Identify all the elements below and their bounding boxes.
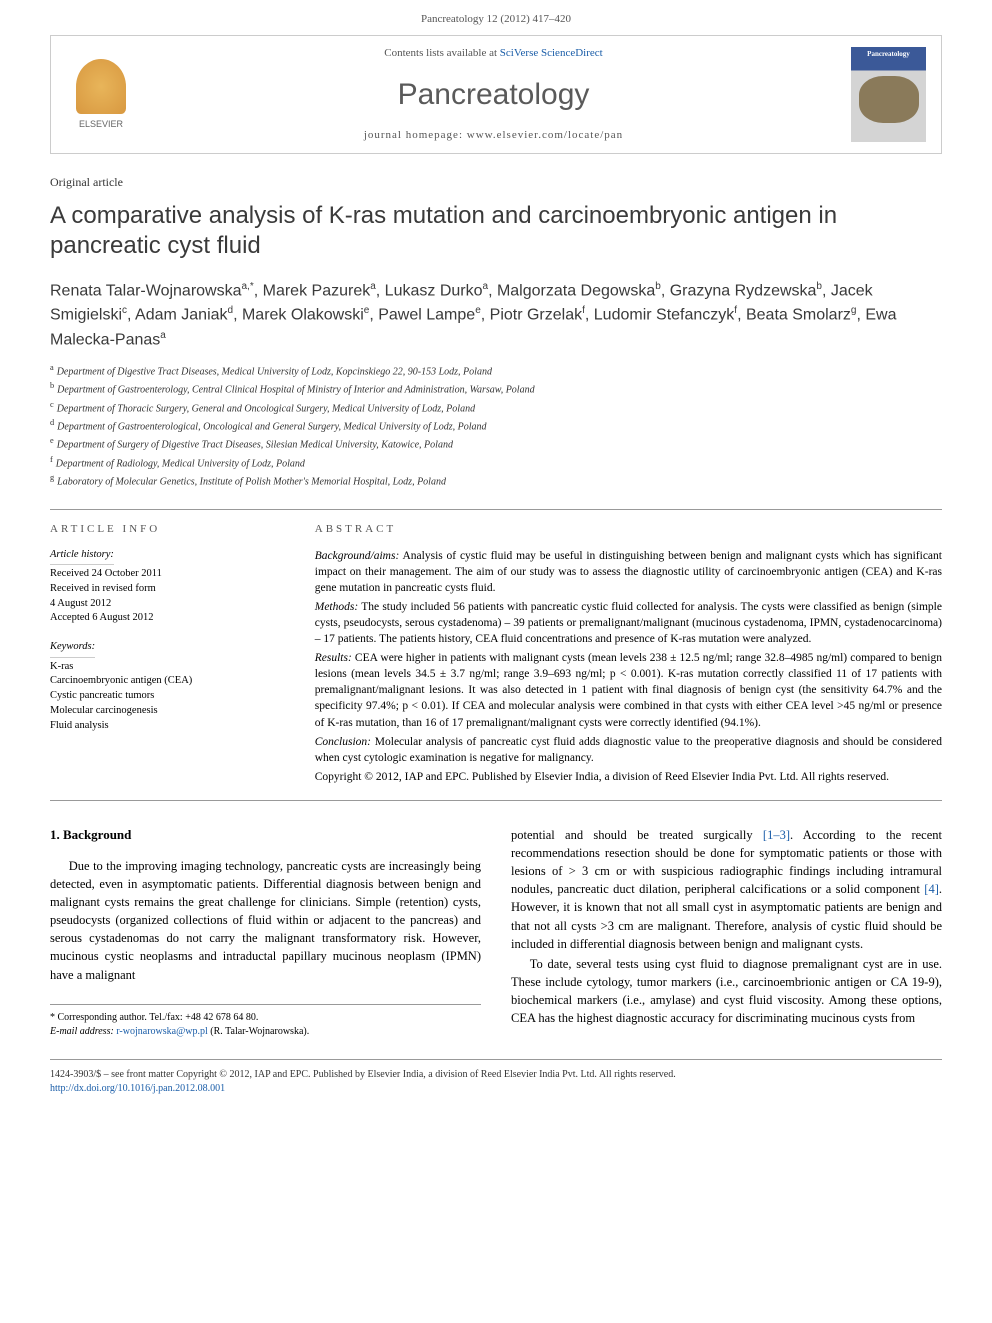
keyword-line: Fluid analysis (50, 719, 285, 734)
affiliation-line: gLaboratory of Molecular Genetics, Insti… (50, 472, 942, 489)
journal-cover-thumbnail[interactable]: Pancreatology (851, 47, 926, 142)
elsevier-logo[interactable]: ELSEVIER (66, 55, 136, 135)
abstract-conclusion-text: Molecular analysis of pancreatic cyst fl… (315, 736, 942, 764)
abstract-methods-label: Methods: (315, 601, 358, 613)
article-title: A comparative analysis of K-ras mutation… (50, 201, 942, 261)
abstract-results-text: CEA were higher in patients with maligna… (315, 652, 942, 728)
corresponding-author-block: * Corresponding author. Tel./fax: +48 42… (50, 1004, 481, 1039)
header-citation: Pancreatology 12 (2012) 417–420 (0, 0, 992, 35)
homepage-prefix: journal homepage: (364, 129, 467, 141)
body-columns: 1. Background Due to the improving imagi… (50, 826, 942, 1039)
affiliation-line: cDepartment of Thoracic Surgery, General… (50, 399, 942, 416)
abstract-results-label: Results: (315, 652, 352, 664)
body-c2-p1a: potential and should be treated surgical… (511, 828, 763, 842)
homepage-url[interactable]: www.elsevier.com/locate/pan (467, 129, 623, 141)
author-list: Renata Talar-Wojnarowskaa,*, Marek Pazur… (50, 279, 942, 352)
abstract-methods-text: The study included 56 patients with panc… (315, 601, 942, 645)
article-info-abstract-row: ARTICLE INFO Article history: Received 2… (50, 509, 942, 801)
sciencedirect-link[interactable]: SciVerse ScienceDirect (500, 47, 603, 59)
keyword-line: Cystic pancreatic tumors (50, 689, 285, 704)
body-c2-p2: To date, several tests using cyst fluid … (511, 955, 942, 1028)
keywords-label: Keywords: (50, 640, 95, 658)
affiliation-line: bDepartment of Gastroenterology, Central… (50, 380, 942, 397)
body-left-column: 1. Background Due to the improving imagi… (50, 826, 481, 1039)
keywords-block: Keywords: K-rasCarcinoembryonic antigen … (50, 640, 285, 733)
contents-prefix: Contents lists available at (384, 47, 499, 59)
journal-title: Pancreatology (136, 74, 851, 116)
abstract-column: ABSTRACT Background/aims: Analysis of cy… (300, 510, 942, 800)
footer-copyright-line: 1424-3903/$ – see front matter Copyright… (50, 1068, 942, 1082)
keyword-line: Carcinoembryonic antigen (CEA) (50, 674, 285, 689)
affiliations-list: aDepartment of Digestive Tract Diseases,… (50, 362, 942, 489)
corr-line1: * Corresponding author. Tel./fax: +48 42… (50, 1011, 481, 1025)
contents-available-line: Contents lists available at SciVerse Sci… (136, 46, 851, 61)
affiliation-line: eDepartment of Surgery of Digestive Trac… (50, 435, 942, 452)
affiliation-line: aDepartment of Digestive Tract Diseases,… (50, 362, 942, 379)
email-label: E-mail address: (50, 1026, 116, 1037)
abstract-heading: ABSTRACT (315, 522, 942, 537)
abstract-conclusion-label: Conclusion: (315, 736, 371, 748)
affiliation-line: fDepartment of Radiology, Medical Univer… (50, 454, 942, 471)
history-line: Received 24 October 2011 (50, 567, 285, 582)
article-info-heading: ARTICLE INFO (50, 522, 285, 537)
article-history-block: Article history: Received 24 October 201… (50, 548, 285, 626)
cover-title: Pancreatology (851, 50, 926, 60)
corr-email-suffix: (R. Talar-Wojnarowska). (208, 1026, 309, 1037)
article-info-column: ARTICLE INFO Article history: Received 2… (50, 510, 300, 800)
keyword-line: Molecular carcinogenesis (50, 704, 285, 719)
ref-link-4[interactable]: [4] (924, 882, 939, 896)
history-line: 4 August 2012 (50, 597, 285, 612)
abstract-background-text: Analysis of cystic fluid may be useful i… (315, 550, 942, 594)
body-right-column: potential and should be treated surgical… (511, 826, 942, 1039)
journal-homepage-line: journal homepage: www.elsevier.com/locat… (136, 128, 851, 143)
history-label: Article history: (50, 548, 114, 566)
affiliation-line: dDepartment of Gastroenterological, Onco… (50, 417, 942, 434)
body-para-1: Due to the improving imaging technology,… (50, 857, 481, 984)
journal-header: ELSEVIER Contents lists available at Sci… (50, 35, 942, 154)
abstract-copyright: Copyright © 2012, IAP and EPC. Published… (315, 769, 942, 785)
keyword-line: K-ras (50, 660, 285, 675)
ref-link-1-3[interactable]: [1–3] (763, 828, 790, 842)
doi-link[interactable]: http://dx.doi.org/10.1016/j.pan.2012.08.… (50, 1083, 225, 1094)
journal-header-center: Contents lists available at SciVerse Sci… (136, 46, 851, 143)
article-type-label: Original article (50, 174, 942, 191)
section-1-heading: 1. Background (50, 826, 481, 845)
history-line: Accepted 6 August 2012 (50, 611, 285, 626)
corr-email-link[interactable]: r-wojnarowska@wp.pl (116, 1026, 208, 1037)
page-footer: 1424-3903/$ – see front matter Copyright… (50, 1059, 942, 1116)
elsevier-label: ELSEVIER (79, 118, 123, 131)
history-line: Received in revised form (50, 582, 285, 597)
abstract-background-label: Background/aims: (315, 550, 400, 562)
elsevier-tree-icon (76, 59, 126, 114)
